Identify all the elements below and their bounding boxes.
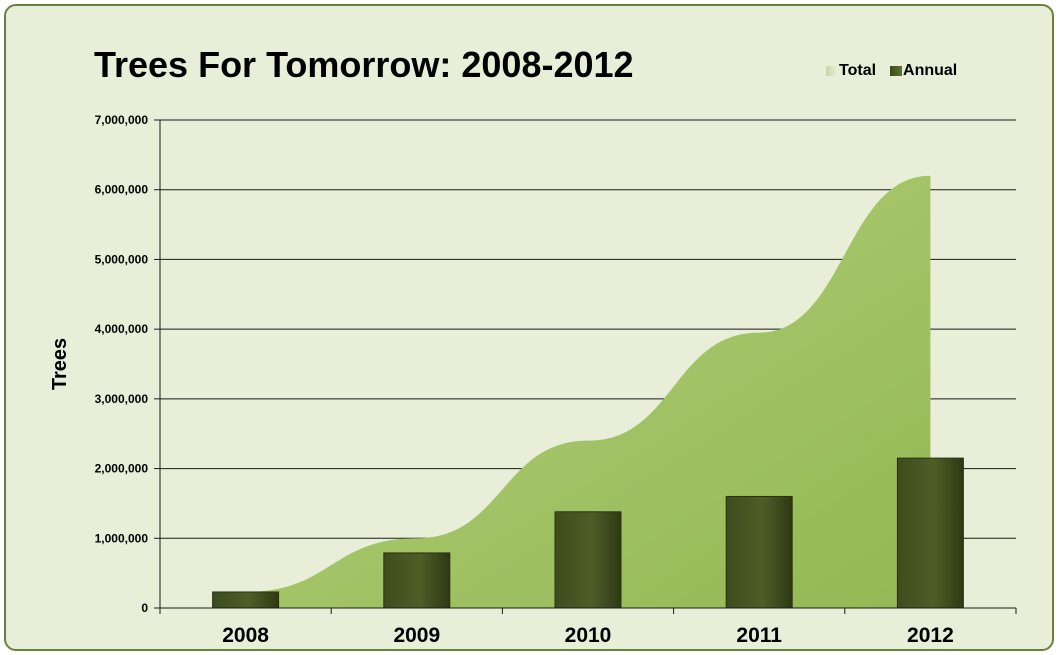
y-tick-label: 0 (141, 601, 148, 615)
legend-swatch-total (826, 66, 838, 76)
chart-legend: Total Annual (826, 62, 971, 80)
x-tick-label: 2010 (565, 624, 612, 647)
y-tick-label: 3,000,000 (95, 392, 149, 406)
x-tick-label: 2012 (907, 624, 954, 647)
x-tick-label: 2011 (736, 624, 782, 647)
y-tick-label: 1,000,000 (95, 531, 149, 545)
y-tick-label: 5,000,000 (95, 252, 149, 266)
annual-bar (383, 552, 451, 609)
legend-label-annual: Annual (903, 62, 958, 79)
y-axis-label: Trees (49, 338, 71, 390)
annual-bar (725, 495, 793, 609)
annual-bar (896, 457, 964, 609)
annual-bar (554, 511, 622, 609)
x-tick-label: 2008 (222, 624, 269, 647)
legend-swatch-annual (890, 66, 903, 76)
chart-title: Trees For Tomorrow: 2008-2012 (94, 44, 634, 85)
annual-bar (212, 591, 280, 609)
y-tick-label: 6,000,000 (95, 183, 149, 197)
legend-item-total: Total (826, 62, 876, 80)
legend-item-annual: Annual (890, 62, 957, 80)
y-tick-label: 2,000,000 (95, 462, 149, 476)
x-tick-label: 2009 (393, 624, 440, 647)
y-tick-label: 4,000,000 (95, 322, 149, 336)
y-tick-label: 7,000,000 (95, 113, 149, 127)
legend-label-total: Total (839, 62, 877, 79)
